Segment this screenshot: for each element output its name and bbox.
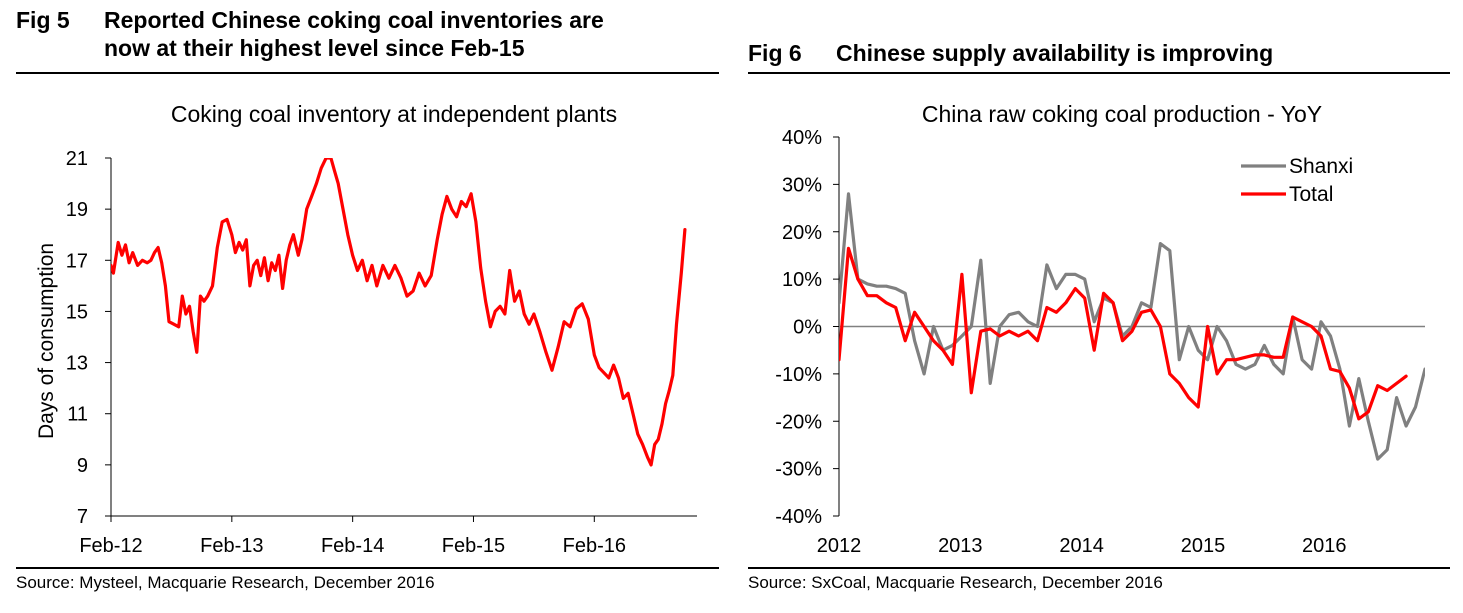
x-tick-label: 2016 [1302, 535, 1347, 557]
fig5-chart: Coking coal inventory at independent pla… [35, 101, 697, 557]
x-tick-label: Feb-13 [200, 535, 263, 557]
series-line-shanxi [839, 192, 1425, 461]
x-tick-label: 2012 [817, 535, 862, 557]
y-tick-label: 0% [793, 317, 822, 339]
y-tick-label: -40% [775, 506, 822, 528]
y-axis-label: Days of consumption [35, 243, 58, 439]
fig6-number: Fig 6 [748, 40, 802, 66]
fig5-top-rule [16, 72, 719, 74]
fig5-bottom-rule [16, 567, 719, 569]
y-tick-label: -30% [775, 459, 822, 481]
x-tick-label: 2013 [938, 535, 983, 557]
legend-label-shanxi: Shanxi [1289, 155, 1353, 178]
y-tick-label: 30% [782, 174, 822, 196]
y-tick-label: 20% [782, 222, 822, 244]
fig5-title-line1: Reported Chinese coking coal inventories… [104, 7, 604, 33]
fig6-panel: Fig 6 Chinese supply availability is imp… [748, 0, 1450, 613]
y-tick-label: 9 [77, 455, 88, 477]
fig5-title: Reported Chinese coking coal inventories… [104, 6, 604, 62]
x-tick-label: Feb-16 [563, 535, 626, 557]
x-tick-label: Feb-12 [79, 535, 142, 557]
y-tick-label: 7 [77, 506, 88, 528]
y-tick-label: 19 [66, 199, 88, 221]
x-tick-label: 2014 [1059, 535, 1104, 557]
series-line-inventory [111, 158, 687, 467]
y-tick-label: 40% [782, 127, 822, 149]
fig5-title-line2: now at their highest level since Feb-15 [104, 35, 525, 61]
x-tick-label: 2015 [1181, 535, 1226, 557]
fig6-source: Source: SxCoal, Macquarie Research, Dece… [748, 573, 1163, 592]
fig5-panel: Fig 5 Reported Chinese coking coal inven… [0, 0, 720, 613]
y-tick-label: 13 [66, 353, 88, 375]
fig5-source: Source: Mysteel, Macquarie Research, Dec… [16, 573, 435, 592]
y-tick-label: -20% [775, 411, 822, 433]
legend-label-total: Total [1289, 183, 1333, 206]
fig6-title: Chinese supply availability is improving [836, 40, 1274, 66]
fig6-top-rule [748, 72, 1450, 74]
y-tick-label: 21 [66, 148, 88, 170]
chart-title: China raw coking coal production - YoY [922, 101, 1322, 127]
y-tick-label: 17 [66, 250, 88, 272]
y-tick-label: -10% [775, 364, 822, 386]
fig6-bottom-rule [748, 567, 1450, 569]
chart-title: Coking coal inventory at independent pla… [171, 101, 617, 127]
y-tick-label: 10% [782, 269, 822, 291]
y-tick-label: 11 [67, 404, 88, 426]
series-line-total [839, 246, 1408, 421]
fig6-chart: China raw coking coal production - YoY -4… [775, 101, 1425, 557]
y-tick-label: 15 [66, 301, 88, 323]
x-tick-label: Feb-14 [321, 535, 384, 557]
x-tick-label: Feb-15 [442, 535, 505, 557]
fig5-number: Fig 5 [16, 7, 70, 33]
